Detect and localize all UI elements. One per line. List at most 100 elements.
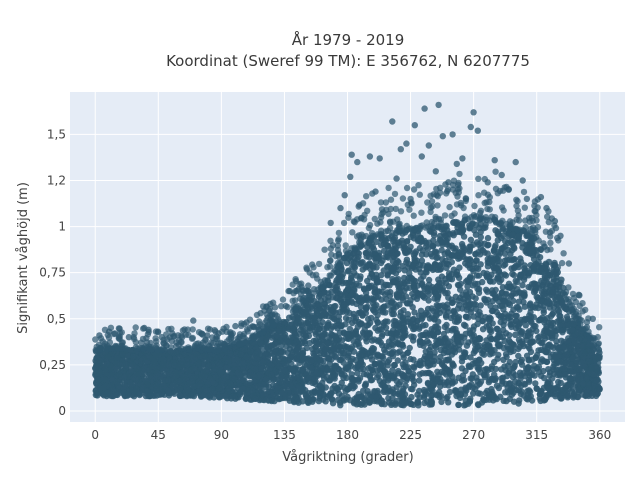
data-point xyxy=(190,389,197,396)
data-point xyxy=(198,372,205,379)
data-point xyxy=(479,317,487,325)
data-point xyxy=(133,385,140,392)
data-point xyxy=(528,281,536,288)
data-point xyxy=(502,272,510,279)
data-point xyxy=(462,322,469,330)
data-point xyxy=(536,391,544,398)
data-point xyxy=(171,390,178,397)
data-point xyxy=(287,334,295,341)
data-point xyxy=(543,265,551,273)
data-point xyxy=(446,388,454,396)
data-point xyxy=(474,382,481,389)
data-point xyxy=(341,342,348,350)
data-point xyxy=(411,309,418,316)
data-point xyxy=(477,390,484,397)
data-point xyxy=(500,226,507,233)
data-point xyxy=(411,285,418,292)
data-point xyxy=(127,379,134,386)
data-point xyxy=(460,376,468,384)
data-point xyxy=(519,240,526,247)
data-point xyxy=(368,295,375,302)
data-point xyxy=(475,289,483,296)
data-point xyxy=(374,351,382,358)
data-point xyxy=(389,394,396,402)
data-point xyxy=(389,336,396,343)
data-point xyxy=(470,313,477,320)
data-point xyxy=(308,389,316,396)
data-point xyxy=(451,318,459,325)
data-point xyxy=(532,380,539,387)
data-point xyxy=(517,372,524,379)
data-point xyxy=(400,385,407,392)
data-point xyxy=(429,242,436,249)
data-point xyxy=(493,336,500,343)
data-point xyxy=(484,234,492,242)
data-point xyxy=(467,300,474,307)
data-point xyxy=(313,369,320,377)
data-point xyxy=(330,314,337,321)
data-point xyxy=(410,337,417,344)
data-point xyxy=(481,366,488,373)
data-point xyxy=(363,294,370,301)
data-point xyxy=(466,264,474,271)
data-point xyxy=(306,327,313,335)
data-point xyxy=(512,331,519,338)
data-point xyxy=(444,248,451,256)
data-point xyxy=(361,286,368,293)
data-point xyxy=(363,253,370,260)
data-point xyxy=(381,369,389,376)
data-point xyxy=(580,353,587,360)
data-point xyxy=(423,243,430,250)
data-point xyxy=(294,345,301,352)
data-point xyxy=(381,291,389,298)
data-point xyxy=(412,248,420,255)
data-point xyxy=(497,318,504,326)
data-point xyxy=(364,277,371,285)
data-point xyxy=(494,341,502,349)
data-point xyxy=(500,356,507,363)
data-point xyxy=(183,361,191,368)
data-point xyxy=(364,391,371,398)
data-point xyxy=(336,356,343,364)
data-point xyxy=(345,279,352,287)
data-point xyxy=(381,387,388,394)
data-point xyxy=(512,277,519,285)
data-point xyxy=(588,362,595,370)
data-point xyxy=(210,394,218,401)
data-point xyxy=(329,323,336,330)
data-point xyxy=(467,395,474,402)
data-point xyxy=(480,351,488,358)
data-point xyxy=(512,312,519,319)
data-point xyxy=(390,373,397,380)
data-point xyxy=(354,361,361,368)
data-point xyxy=(265,351,272,359)
data-point xyxy=(319,336,327,343)
data-point xyxy=(445,308,452,316)
data-point xyxy=(130,353,137,360)
data-point xyxy=(339,271,347,278)
data-point xyxy=(552,296,559,303)
data-point xyxy=(492,242,499,249)
data-point xyxy=(481,374,489,381)
data-point xyxy=(455,374,462,381)
data-point xyxy=(498,289,506,296)
data-point xyxy=(384,281,391,289)
data-point xyxy=(121,373,128,380)
data-point xyxy=(392,401,399,408)
data-point xyxy=(558,337,565,344)
data-point xyxy=(442,356,450,364)
data-point xyxy=(414,317,421,325)
data-point xyxy=(174,385,181,392)
data-point xyxy=(173,378,181,385)
data-point xyxy=(417,362,424,369)
data-point xyxy=(491,267,498,274)
data-point xyxy=(216,393,223,400)
data-point xyxy=(289,384,296,391)
data-point xyxy=(345,316,352,323)
data-point xyxy=(417,332,424,339)
data-point xyxy=(133,365,140,372)
data-point xyxy=(445,283,453,290)
data-point xyxy=(585,381,592,388)
data-point xyxy=(356,334,363,342)
data-point xyxy=(284,357,292,364)
